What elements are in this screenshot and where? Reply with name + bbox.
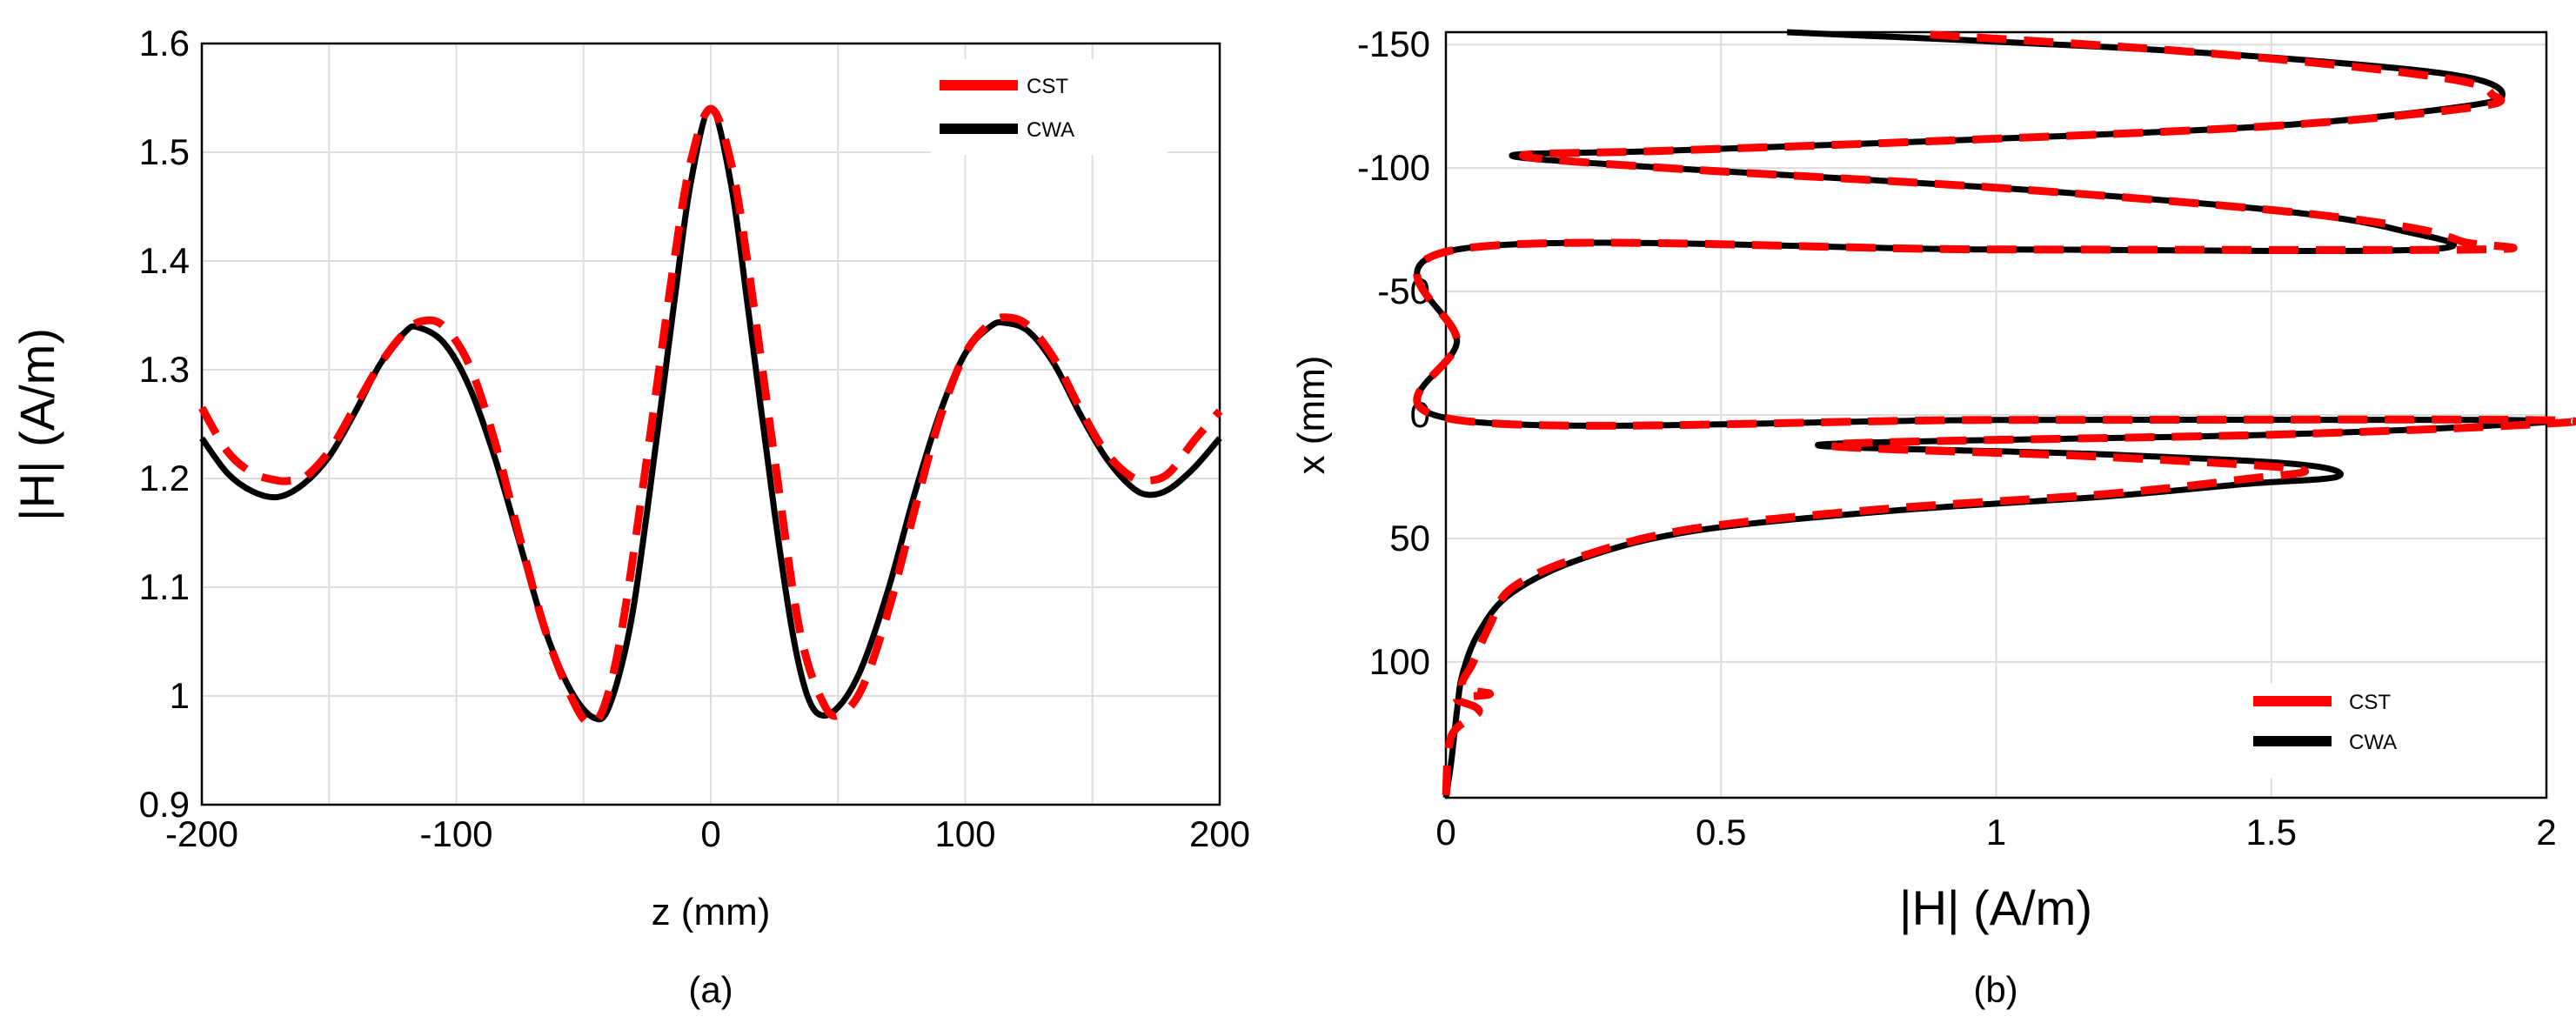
panel-b-xtick-label: 0.5	[1696, 812, 1746, 853]
panel-a-xtick-label: 100	[934, 813, 995, 854]
panel-a-ytick-label: 1	[170, 675, 190, 716]
series-cst-line	[198, 104, 1223, 728]
panel-b-legend-cst-label: CST	[2349, 691, 2391, 714]
panel-b-legend: CST CWA	[2245, 683, 2532, 779]
panel-b-ylabel: x (mm)	[1290, 356, 1333, 475]
panel-a-ticks: -200 -100 0 100 200 0.9 1 1.1 1.2 1.3 1.4 1.5 1.6	[139, 23, 1250, 854]
series-cst-line	[1413, 30, 2576, 799]
panel-b-grid	[1445, 32, 2547, 798]
panel-a-ytick-label: 1.3	[139, 349, 190, 390]
panel-a-ytick-label: 1.4	[139, 240, 190, 281]
panel-b-legend-cwa-label: CWA	[2349, 731, 2397, 754]
panel-a-legend: CST CWA	[931, 59, 1168, 155]
panel-a-legend-cst-label: CST	[1027, 75, 1068, 98]
panel-a-xtick-label: -100	[419, 813, 492, 854]
panel-a-lines	[198, 104, 1223, 728]
panel-b-ytick-label: -150	[1357, 23, 1430, 64]
panel-a-xtick-label: -200	[165, 813, 238, 854]
panel-a-ytick-label: 1.2	[139, 458, 190, 498]
panel-b-ytick-label: -100	[1357, 147, 1430, 188]
panel-a-xtick-label: 0	[700, 813, 720, 854]
panel-b-xtick-label: 2	[2536, 812, 2556, 853]
panel-a-ytick-label: 0.9	[139, 784, 190, 825]
panel-b-ytick-label: 50	[1389, 518, 1430, 558]
panel-a-legend-cwa-label: CWA	[1027, 118, 1074, 142]
panel-a-xlabel: z (mm)	[652, 891, 771, 933]
panel-a-caption: (a)	[688, 969, 733, 1010]
panel-a-ytick-label: 1.1	[139, 566, 190, 607]
panel-a-ylabel: |H| (A/m)	[10, 328, 64, 521]
panel-a-legend-box	[931, 59, 1168, 155]
panel-a-grid	[201, 43, 1221, 806]
panel-b-xlabel: |H| (A/m)	[1899, 880, 2092, 935]
panel-a-ytick-label: 1.5	[139, 131, 190, 172]
panel-a-axes-frame	[200, 42, 1221, 806]
panel-b-xtick-label: 0	[1435, 812, 1455, 853]
panel-a-xtick-label: 200	[1189, 813, 1250, 854]
panel-b-ytick-label: 100	[1369, 641, 1430, 682]
panel-a-ytick-label: 1.6	[139, 23, 190, 64]
panel-b-xtick-label: 1.5	[2246, 812, 2297, 853]
panel-a: -200 -100 0 100 200 0.9 1 1.1 1.2 1.3 1.4 1.5 1.6 CS…	[10, 23, 1250, 1010]
panel-b-lines	[1413, 29, 2576, 799]
panel-b-caption: (b)	[1973, 969, 2017, 1010]
panel-b-xtick-label: 1	[1986, 812, 2006, 853]
